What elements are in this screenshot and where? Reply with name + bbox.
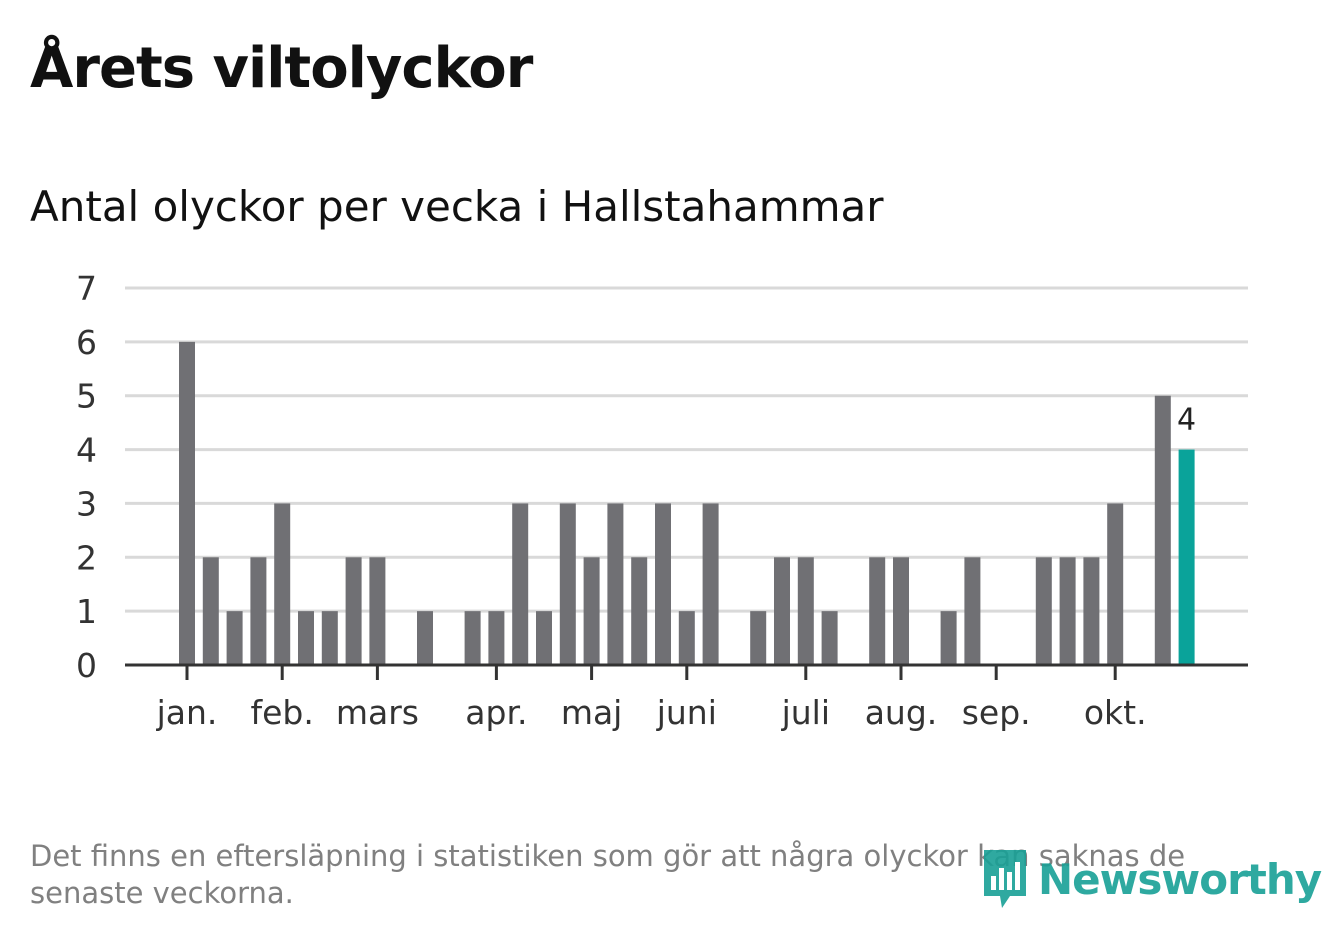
bar	[1107, 503, 1124, 665]
bar	[1083, 557, 1100, 665]
bar	[797, 557, 814, 665]
bar	[893, 557, 909, 665]
bar	[321, 611, 338, 665]
bar	[964, 557, 981, 665]
bar	[559, 503, 576, 665]
bar	[583, 557, 600, 665]
bar	[488, 611, 505, 665]
bar	[226, 611, 243, 665]
y-tick-label: 7	[76, 269, 97, 308]
bar	[702, 503, 719, 665]
bar	[1059, 557, 1076, 665]
bar-highlight	[1178, 449, 1195, 665]
bar	[821, 611, 838, 665]
bar	[464, 611, 481, 665]
bar-chart-speech-icon	[984, 850, 1026, 908]
y-tick-label: 5	[76, 377, 97, 416]
x-axis: jan. feb. mars apr. maj juni juli aug. sep. okt.	[125, 663, 1248, 732]
y-tick-label: 4	[76, 431, 97, 470]
y-tick-label: 0	[76, 646, 97, 685]
bar	[1035, 557, 1052, 665]
bar	[512, 503, 529, 665]
bar	[536, 611, 552, 665]
logo-text: Newsworthy	[1038, 854, 1322, 904]
y-tick-label: 1	[76, 592, 97, 631]
bar	[274, 503, 291, 665]
x-tick-label: maj	[561, 693, 623, 732]
bar	[940, 611, 957, 665]
bar	[202, 557, 219, 665]
chart-subtitle: Antal olyckor per vecka i Hallstahammar	[30, 182, 884, 231]
x-tick-label: feb.	[251, 693, 314, 732]
bar	[417, 611, 433, 665]
x-tick-label: jan.	[156, 693, 218, 732]
x-tick-label: okt.	[1084, 693, 1147, 732]
bar	[369, 557, 386, 665]
x-tick-label: aug.	[865, 693, 938, 732]
y-tick-label: 3	[76, 484, 97, 523]
bar	[345, 557, 362, 665]
x-tick-label: apr.	[465, 693, 527, 732]
bar	[179, 341, 195, 665]
x-tick-label: mars	[336, 693, 419, 732]
bar	[750, 611, 767, 665]
bar	[869, 557, 886, 665]
bars: 4	[179, 341, 1196, 665]
x-tick-label: juni	[656, 693, 717, 732]
bar	[774, 557, 790, 665]
bar	[607, 503, 624, 665]
x-tick-label: sep.	[962, 693, 1031, 732]
newsworthy-logo: Newsworthy	[980, 846, 1322, 912]
bar	[678, 611, 695, 665]
bar	[631, 557, 648, 665]
y-tick-label: 6	[76, 323, 97, 362]
bar	[1154, 395, 1171, 665]
chart-title: Årets viltolyckor	[30, 36, 533, 101]
highlight-data-label: 4	[1177, 403, 1196, 438]
x-tick-label: juli	[781, 693, 830, 732]
bar	[298, 611, 314, 665]
y-tick-label: 2	[76, 538, 97, 577]
bar	[250, 557, 267, 665]
bar	[655, 503, 671, 665]
